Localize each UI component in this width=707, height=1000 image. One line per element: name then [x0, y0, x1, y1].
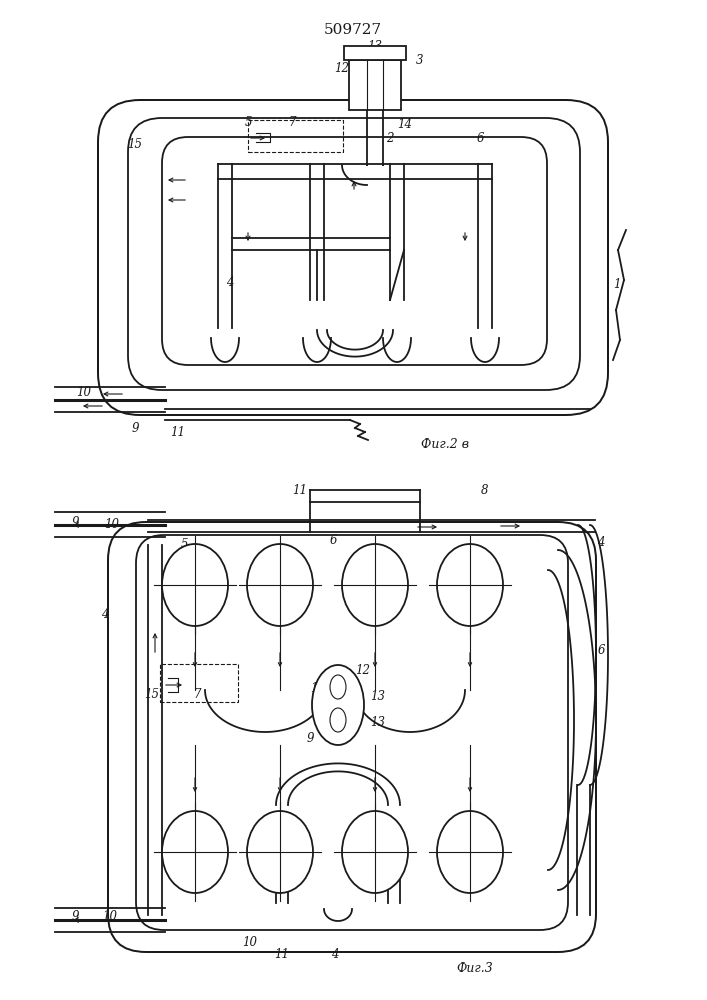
Text: 15: 15: [127, 138, 143, 151]
Ellipse shape: [247, 544, 313, 626]
Ellipse shape: [162, 544, 228, 626]
Text: 2: 2: [386, 131, 394, 144]
Text: 13: 13: [368, 40, 382, 53]
Bar: [248, 120, 343, 152]
Text: 4: 4: [226, 275, 234, 288]
Text: 3: 3: [416, 53, 423, 66]
Text: 10: 10: [103, 910, 117, 924]
Text: 8: 8: [455, 846, 463, 858]
Text: 11: 11: [274, 948, 289, 962]
Ellipse shape: [342, 544, 408, 626]
Text: 11: 11: [170, 426, 185, 438]
Ellipse shape: [330, 675, 346, 699]
Text: 9: 9: [71, 910, 78, 924]
Text: 15: 15: [144, 688, 160, 702]
Text: 10: 10: [105, 518, 119, 532]
Ellipse shape: [247, 811, 313, 893]
Text: 7: 7: [288, 115, 296, 128]
Bar: [349, 60, 401, 110]
Text: 14: 14: [397, 118, 412, 131]
Text: 509727: 509727: [324, 23, 382, 37]
Text: 10: 10: [243, 936, 257, 948]
Text: 12: 12: [334, 62, 349, 75]
Ellipse shape: [162, 811, 228, 893]
Bar: [160, 664, 238, 702]
Text: 13: 13: [370, 690, 385, 704]
Text: 7: 7: [193, 688, 201, 702]
Ellipse shape: [330, 708, 346, 732]
Text: 9: 9: [132, 422, 139, 434]
Text: Фиг.2 в: Фиг.2 в: [421, 438, 469, 450]
Text: 6: 6: [329, 534, 337, 546]
Text: 4: 4: [597, 536, 604, 548]
Text: 6: 6: [477, 131, 484, 144]
Text: 5: 5: [244, 116, 252, 129]
Text: 8: 8: [481, 484, 489, 496]
Text: 10: 10: [76, 386, 91, 399]
Text: 9: 9: [71, 516, 78, 528]
Text: 11: 11: [293, 484, 308, 496]
Ellipse shape: [312, 665, 364, 745]
Text: 14: 14: [310, 682, 325, 694]
Text: 1: 1: [613, 278, 621, 292]
Ellipse shape: [437, 544, 503, 626]
Text: Фиг.3: Фиг.3: [457, 962, 493, 974]
Text: 9: 9: [306, 732, 314, 744]
Text: 4: 4: [332, 948, 339, 962]
Ellipse shape: [342, 811, 408, 893]
Text: 13: 13: [370, 716, 385, 728]
Text: 12: 12: [356, 664, 370, 676]
Bar: [344, 46, 406, 60]
Text: 4: 4: [101, 608, 109, 621]
Ellipse shape: [437, 811, 503, 893]
Text: 6: 6: [597, 644, 604, 656]
Text: 5: 5: [180, 538, 188, 552]
